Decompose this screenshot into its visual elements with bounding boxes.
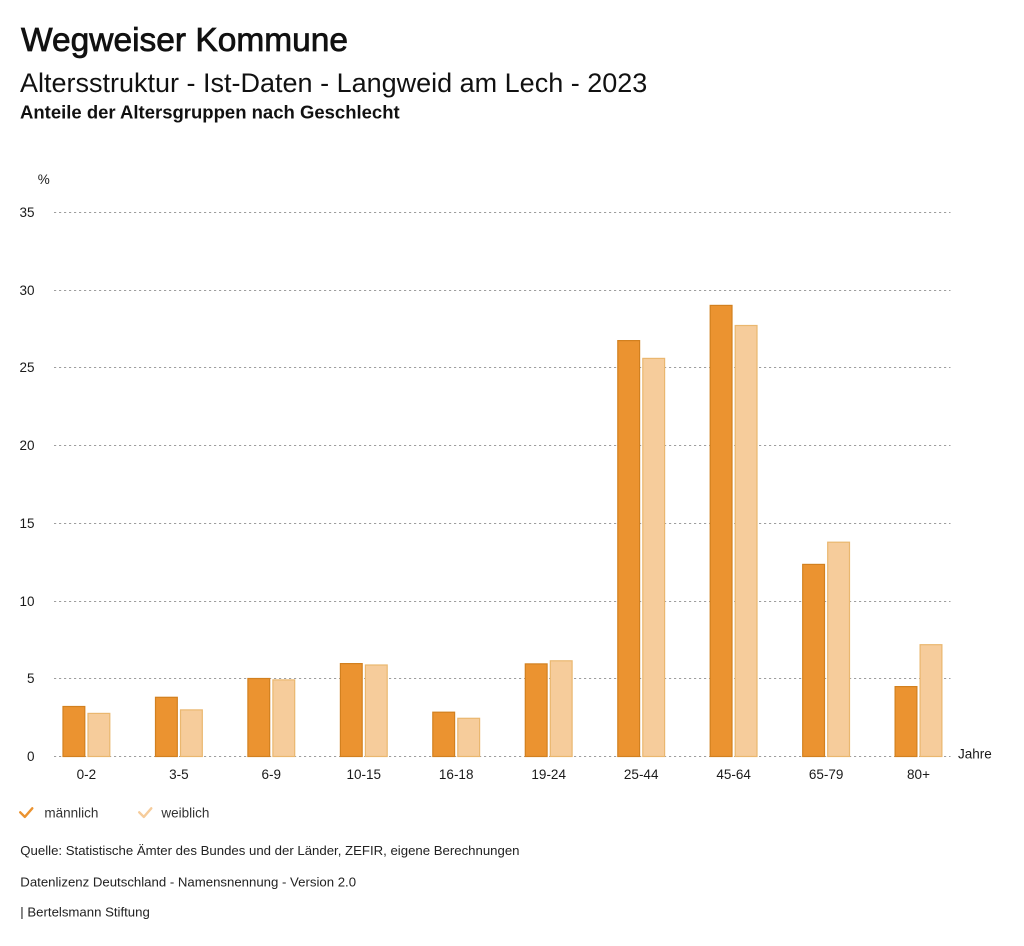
svg-text:25: 25	[19, 360, 34, 375]
svg-text:Quelle: Statistische Ämter des: Quelle: Statistische Ämter des Bundes un…	[20, 843, 519, 858]
svg-text:| Bertelsmann Stiftung: | Bertelsmann Stiftung	[20, 905, 150, 920]
svg-text:Altersstruktur - Ist-Daten - L: Altersstruktur - Ist-Daten - Langweid am…	[20, 68, 647, 98]
svg-text:weiblich: weiblich	[160, 806, 209, 821]
svg-text:15: 15	[19, 516, 34, 531]
svg-text:%: %	[38, 172, 50, 187]
svg-text:0-2: 0-2	[77, 767, 97, 782]
svg-text:80+: 80+	[907, 767, 930, 782]
svg-text:19-24: 19-24	[531, 767, 566, 782]
svg-text:Jahre: Jahre	[958, 747, 992, 762]
svg-text:6-9: 6-9	[262, 767, 282, 782]
svg-text:Anteile der Altersgruppen nach: Anteile der Altersgruppen nach Geschlech…	[20, 102, 400, 123]
svg-text:45-64: 45-64	[716, 767, 751, 782]
svg-text:65-79: 65-79	[809, 767, 844, 782]
svg-text:30: 30	[19, 283, 34, 298]
svg-text:Datenlizenz Deutschland - Name: Datenlizenz Deutschland - Namensnennung …	[20, 875, 356, 890]
svg-text:20: 20	[19, 438, 34, 453]
svg-text:Wegweiser Kommune: Wegweiser Kommune	[21, 22, 348, 59]
svg-text:3-5: 3-5	[169, 767, 189, 782]
svg-text:10: 10	[19, 594, 34, 609]
svg-text:16-18: 16-18	[439, 767, 474, 782]
svg-text:10-15: 10-15	[347, 767, 382, 782]
svg-text:25-44: 25-44	[624, 767, 659, 782]
svg-text:35: 35	[19, 205, 34, 220]
svg-text:0: 0	[27, 749, 35, 764]
svg-text:männlich: männlich	[44, 806, 98, 821]
svg-text:5: 5	[27, 671, 35, 686]
